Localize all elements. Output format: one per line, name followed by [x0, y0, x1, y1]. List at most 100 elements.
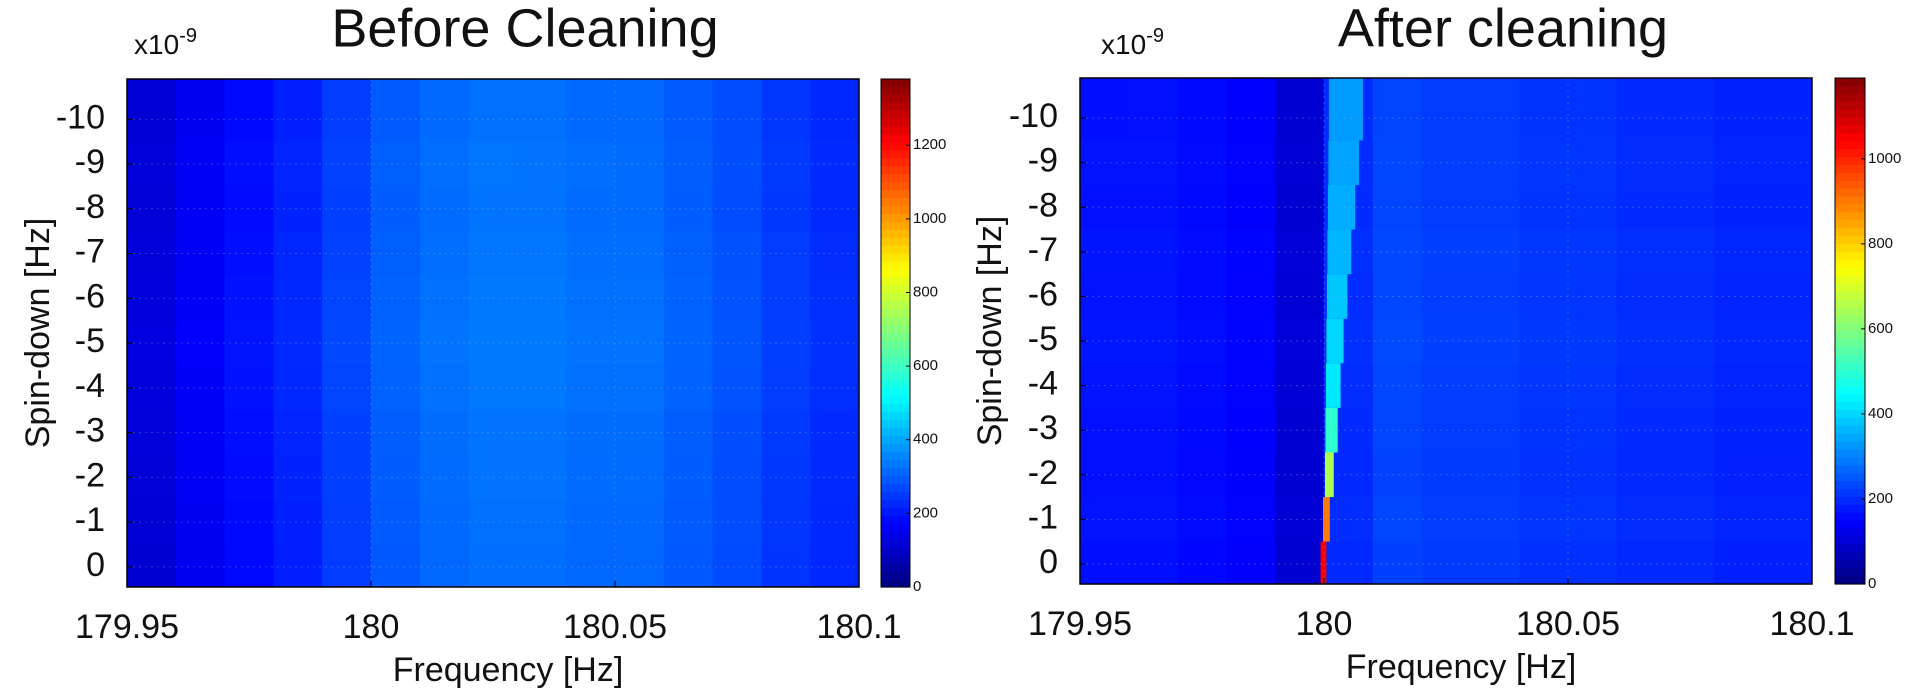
- colorbar-step: [1835, 164, 1865, 174]
- colorbar-step: [1835, 125, 1865, 134]
- heat-cell: [615, 499, 665, 545]
- colorbar-step: [1835, 307, 1865, 316]
- heat-cell: [615, 231, 665, 277]
- heat-cell: [615, 410, 665, 456]
- y-tick-label: -8: [1028, 186, 1058, 224]
- y-axis-label: Spin-down [Hz]: [19, 218, 57, 449]
- heat-cell: [224, 454, 274, 501]
- colorbar-step: [1835, 109, 1865, 119]
- heat-cell: [1226, 318, 1276, 364]
- heat-cell: [1177, 184, 1227, 231]
- colorbar-step: [881, 396, 910, 406]
- heat-cell: [1616, 229, 1667, 275]
- colorbar-step: [881, 301, 910, 310]
- heat-cell: [1714, 274, 1764, 320]
- heat-cell: [1519, 497, 1569, 543]
- heat-cell: [371, 499, 421, 545]
- y-tick-label: -4: [1028, 365, 1058, 403]
- heat-cell: [517, 79, 567, 143]
- heat-cell: [1177, 407, 1227, 453]
- heat-cell: [322, 499, 372, 545]
- heat-cell: [1421, 363, 1471, 409]
- heat-cell: [419, 454, 470, 501]
- colorbar-step: [1835, 378, 1865, 387]
- heat-cell: [322, 186, 372, 232]
- signal-cell: [1327, 229, 1352, 275]
- heat-cell: [1519, 318, 1569, 364]
- colorbar-step: [1835, 560, 1865, 569]
- heat-cell: [224, 544, 274, 588]
- heat-cell: [1226, 452, 1276, 498]
- colorbar-step: [1835, 244, 1865, 253]
- heat-cell: [615, 79, 665, 143]
- heat-cell: [1421, 229, 1471, 275]
- colorbar-step: [1835, 552, 1865, 561]
- heat-cell: [322, 410, 372, 456]
- x-tick-label: 180.05: [1516, 605, 1620, 643]
- heat-cell: [1470, 407, 1520, 453]
- colorbar-step: [1835, 172, 1865, 182]
- heat-cell: [1080, 541, 1130, 585]
- heat-cell: [566, 454, 616, 501]
- colorbar-step: [881, 213, 910, 223]
- heat-cell: [761, 544, 811, 588]
- heat-cell: [419, 410, 470, 456]
- y-tick-label: -9: [75, 143, 105, 181]
- colorbar-frame: [1834, 77, 1866, 585]
- y-tick-label: -2: [75, 456, 105, 494]
- heat-cell: [468, 320, 518, 366]
- heat-cell: [1372, 140, 1423, 186]
- heat-cell: [1372, 274, 1423, 320]
- heat-cell: [1372, 407, 1423, 453]
- heat-cell: [810, 141, 860, 187]
- colorbar-step: [1835, 576, 1865, 585]
- heat-cell: [127, 454, 177, 501]
- heat-cell: [468, 454, 518, 501]
- heat-cell: [322, 454, 372, 501]
- heat-cell: [1714, 229, 1764, 275]
- colorbar-step: [1835, 188, 1865, 198]
- colorbar-step: [881, 102, 910, 112]
- heat-cell: [1275, 497, 1325, 543]
- heat-cell: [1568, 274, 1618, 320]
- heat-cell: [663, 79, 714, 143]
- heat-cell: [1470, 318, 1520, 364]
- colorbar-step: [1835, 512, 1865, 522]
- colorbar-step: [1835, 457, 1865, 467]
- signal-cell: [1328, 140, 1360, 185]
- heat-cell: [615, 544, 665, 588]
- colorbar-step: [881, 198, 910, 207]
- heat-cell: [566, 275, 616, 322]
- heat-cell: [615, 320, 665, 366]
- heat-cell: [419, 320, 470, 366]
- heat-cell: [1226, 407, 1276, 453]
- heat-cell: [1372, 452, 1423, 498]
- heat-cell: [810, 79, 860, 143]
- heat-cell: [1763, 229, 1813, 275]
- heat-cell: [1128, 274, 1179, 320]
- colorbar-step: [881, 277, 910, 286]
- colorbar-step: [881, 491, 910, 501]
- colorbar-step: [881, 206, 910, 215]
- heat-cell: [127, 79, 177, 143]
- heat-cell: [1763, 452, 1813, 498]
- heat-cell: [322, 320, 372, 366]
- y-tick-label: -5: [1028, 320, 1058, 358]
- heat-cell: [517, 544, 567, 588]
- plot-frame: [126, 78, 860, 588]
- heat-cell: [1372, 229, 1423, 275]
- heat-cell: [419, 275, 470, 322]
- heat-cell: [1372, 318, 1423, 364]
- heat-cell: [761, 275, 811, 322]
- heat-cell: [1714, 78, 1764, 141]
- colorbar-step: [881, 436, 910, 445]
- heat-cell: [1177, 78, 1227, 141]
- heat-cell: [1080, 407, 1130, 453]
- heat-cell: [1177, 318, 1227, 364]
- heat-cell: [127, 186, 177, 232]
- heat-cell: [1616, 318, 1667, 364]
- heat-cell: [1226, 497, 1276, 543]
- colorbar-step: [1835, 394, 1865, 403]
- colorbar-step: [1835, 141, 1865, 150]
- heat-cell: [566, 186, 616, 232]
